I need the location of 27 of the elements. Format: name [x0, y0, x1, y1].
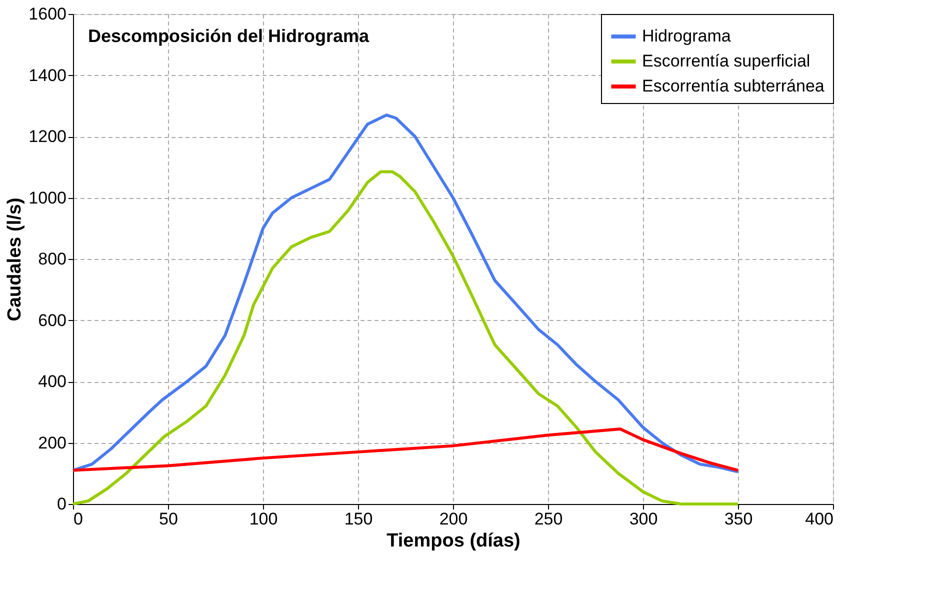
- text: Descomposición del Hidrograma: [88, 26, 370, 46]
- x-tick-label: 100: [249, 510, 278, 528]
- x-tick-label: 250: [534, 510, 563, 528]
- y-tick-label: 400: [38, 372, 66, 391]
- y-tick-label: 1400: [28, 66, 66, 85]
- legend-label: Hidrograma: [642, 26, 732, 46]
- x-axis-title: Tiempos (días): [386, 530, 520, 552]
- y-tick-label: 1000: [28, 188, 66, 208]
- y-tick-label: 1200: [28, 127, 66, 146]
- legend-label: Escorrentía subterránea: [642, 76, 825, 96]
- legend-label: Escorrentía superficial: [642, 52, 810, 70]
- line-series: [72, 427, 740, 472]
- y-tick-label: 600: [38, 310, 66, 330]
- x-tick-label: 150: [344, 510, 373, 528]
- line-series: [72, 114, 740, 474]
- y-axis-title: Caudales (l/s): [4, 198, 26, 322]
- x-tick-label: 400: [805, 510, 834, 528]
- x-tick-label: 200: [439, 510, 468, 528]
- y-tick-label: 1600: [28, 4, 66, 24]
- x-tick-label: 300: [629, 510, 658, 528]
- y-tick-label: 0: [57, 494, 66, 514]
- x-tick-label: 350: [724, 510, 753, 528]
- y-tick-label: 200: [38, 433, 66, 452]
- line-series: [72, 170, 740, 506]
- y-tick-label: 800: [38, 250, 66, 268]
- x-tick-label: 50: [159, 510, 178, 528]
- x-tick-label: 0: [74, 510, 83, 528]
